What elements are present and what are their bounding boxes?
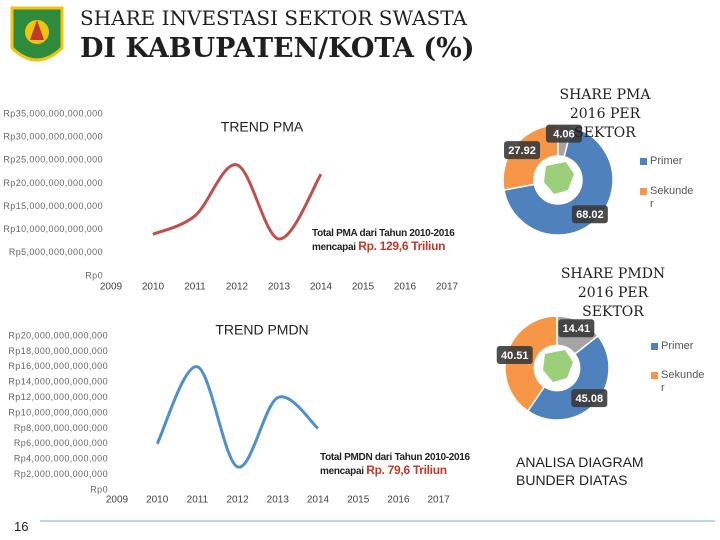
y-tick-label: Rp8,000,000,000,000 bbox=[14, 423, 108, 433]
annotation-line2: mencapai bbox=[320, 466, 364, 477]
note: ANALISA DIAGRAM BUNDER DIATAS bbox=[516, 454, 644, 488]
x-tick-label: 2010 bbox=[146, 495, 169, 506]
value-label: 14.41 bbox=[563, 323, 591, 335]
annotation-line1: Total PMDN dari Tahun 2010-2016 bbox=[320, 452, 470, 463]
pie-map bbox=[544, 162, 574, 194]
x-tick-label: 2009 bbox=[106, 495, 129, 506]
y-tick-label: Rp0 bbox=[85, 270, 103, 280]
annotation-highlight: Rp. 129,6 Triliun bbox=[358, 239, 446, 253]
header-line1: SHARE INVESTASI SEKTOR SWASTA bbox=[80, 6, 467, 30]
x-tick-label: 2013 bbox=[267, 495, 290, 506]
value-label-bg bbox=[545, 124, 582, 143]
pie-map bbox=[543, 350, 573, 382]
chart-title: SHARE PMDN 2016 PER SEKTOR bbox=[560, 266, 666, 320]
legend-swatch bbox=[640, 158, 647, 165]
value-label-bg bbox=[558, 319, 595, 338]
chart-title: TREND PMDN bbox=[215, 322, 308, 338]
x-tick-label: 2010 bbox=[142, 282, 165, 293]
chart-title: SHARE PMA 2016 PER SEKTOR bbox=[559, 87, 651, 141]
annotation-highlight: Rp. 79,6 Triliun bbox=[366, 463, 447, 477]
y-tick-label: Rp12,000,000,000,000 bbox=[8, 392, 108, 402]
x-tick-label: 2014 bbox=[310, 282, 333, 293]
legend-label: Sekunder bbox=[661, 369, 705, 394]
logo bbox=[10, 6, 64, 62]
value-label-bg bbox=[496, 346, 533, 365]
x-tick-label: 2011 bbox=[187, 495, 209, 506]
y-tick-label: Rp18,000,000,000,000 bbox=[8, 346, 108, 356]
y-tick-label: Rp0 bbox=[90, 484, 108, 494]
x-tick-label: 2014 bbox=[307, 495, 330, 506]
x-tick-label: 2013 bbox=[268, 282, 291, 293]
header-line2: DI KABUPATEN/KOTA (%) bbox=[80, 33, 475, 64]
annotation: Total PMA dari Tahun 2010-2016 mencapai R… bbox=[312, 228, 455, 253]
x-tick-label: 2015 bbox=[347, 495, 370, 506]
legend-label: Primer bbox=[650, 155, 683, 167]
value-label-bg bbox=[504, 141, 541, 160]
value-label: 45.08 bbox=[576, 393, 604, 405]
y-tick-label: Rp2,000,000,000,000 bbox=[14, 469, 108, 479]
y-tick-label: Rp10,000,000,000,000 bbox=[3, 224, 103, 234]
y-tick-label: Rp6,000,000,000,000 bbox=[14, 438, 108, 448]
y-tick-label: Rp35,000,000,000,000 bbox=[3, 108, 103, 118]
x-tick-label: 2016 bbox=[387, 495, 410, 506]
value-label: 4.06 bbox=[553, 129, 574, 141]
annotation-line1: Total PMA dari Tahun 2010-2016 bbox=[312, 228, 455, 239]
y-tick-label: Rp10,000,000,000,000 bbox=[8, 407, 108, 417]
x-tick-label: 2016 bbox=[394, 282, 417, 293]
legend-swatch bbox=[640, 188, 647, 195]
y-tick-label: Rp4,000,000,000,000 bbox=[14, 454, 108, 464]
legend-swatch bbox=[651, 372, 658, 379]
x-tick-label: 2017 bbox=[427, 495, 450, 506]
y-tick-label: Rp5,000,000,000,000 bbox=[9, 247, 103, 257]
legend-label: Sekunder bbox=[650, 185, 694, 210]
value-label: 68.02 bbox=[576, 209, 604, 221]
x-tick-label: 2011 bbox=[184, 282, 206, 293]
annotation-line2: mencapai bbox=[312, 242, 356, 253]
annotation: Total PMDN dari Tahun 2010-2016 mencapai … bbox=[320, 452, 470, 477]
y-tick-label: Rp14,000,000,000,000 bbox=[8, 377, 108, 387]
y-tick-label: Rp20,000,000,000,000 bbox=[8, 330, 108, 340]
y-tick-label: Rp20,000,000,000,000 bbox=[3, 178, 103, 188]
trend-line bbox=[155, 365, 320, 469]
y-tick-label: Rp25,000,000,000,000 bbox=[3, 155, 103, 165]
legend-label: Primer bbox=[661, 340, 694, 352]
trend-line bbox=[152, 163, 323, 241]
x-tick-label: 2012 bbox=[226, 495, 249, 506]
value-label: 40.51 bbox=[501, 350, 529, 362]
y-tick-label: Rp16,000,000,000,000 bbox=[8, 361, 108, 371]
value-label-bg bbox=[571, 389, 608, 408]
page-number: 16 bbox=[14, 519, 29, 534]
y-tick-label: Rp15,000,000,000,000 bbox=[3, 201, 103, 211]
x-tick-label: 2017 bbox=[436, 282, 459, 293]
y-tick-label: Rp30,000,000,000,000 bbox=[3, 132, 103, 142]
chart-title: TREND PMA bbox=[221, 119, 304, 135]
legend-swatch bbox=[651, 343, 658, 350]
value-label: 27.92 bbox=[508, 145, 536, 157]
value-label-bg bbox=[571, 205, 608, 224]
x-tick-label: 2015 bbox=[352, 282, 375, 293]
x-tick-label: 2012 bbox=[226, 282, 249, 293]
x-tick-label: 2009 bbox=[100, 282, 123, 293]
